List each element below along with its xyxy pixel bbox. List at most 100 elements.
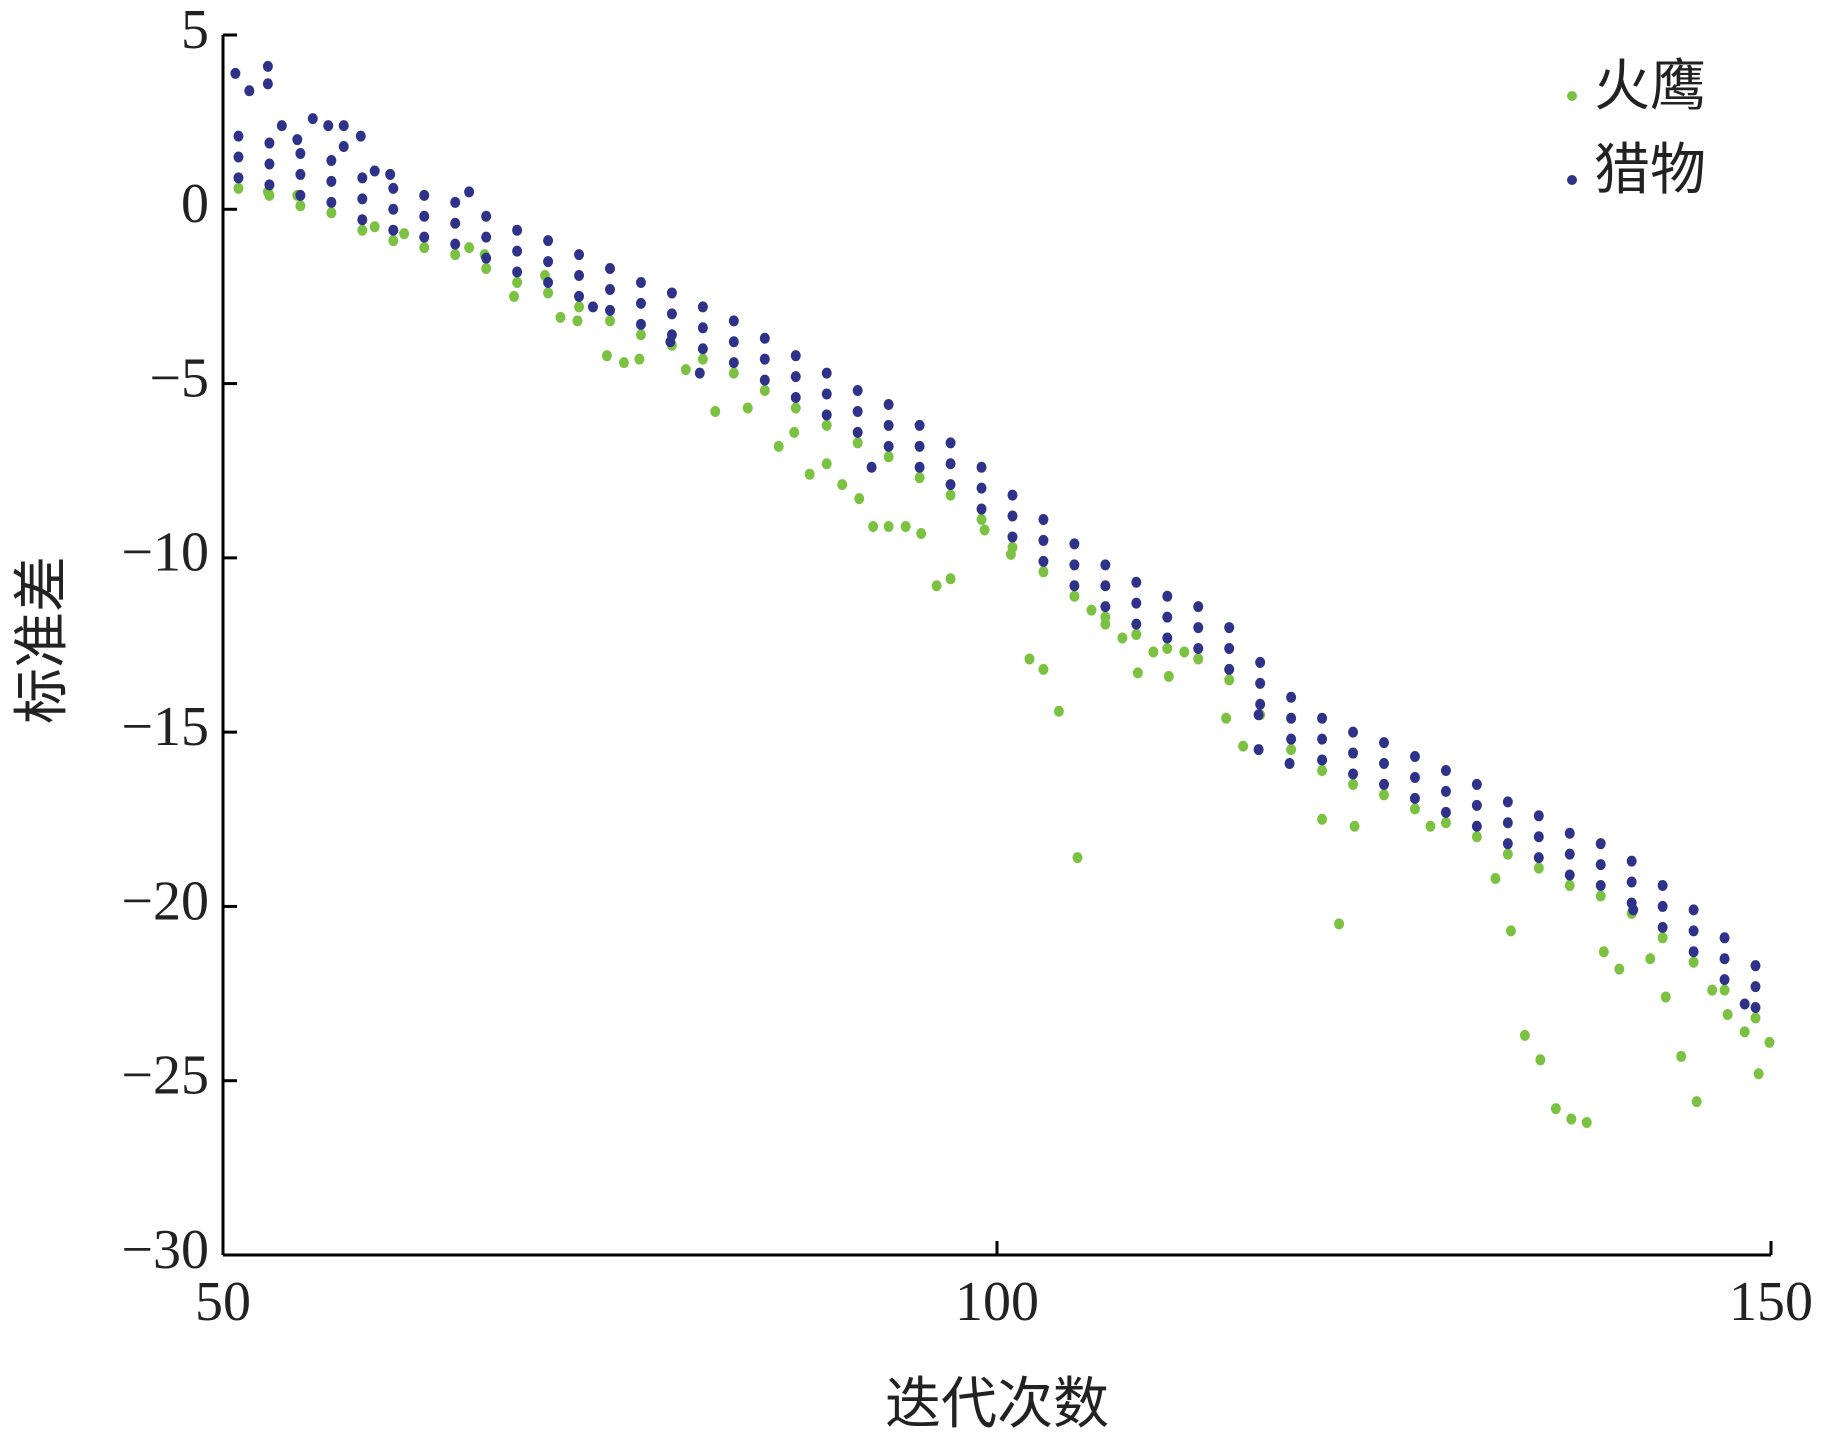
scatter-point	[262, 78, 273, 90]
scatter-point	[1502, 817, 1513, 829]
scatter-point	[1550, 1103, 1561, 1115]
scatter-point	[1564, 880, 1575, 892]
scatter-point	[1100, 580, 1111, 592]
scatter-point	[1719, 932, 1730, 944]
scatter-point	[326, 196, 337, 208]
scatter-point	[866, 461, 877, 473]
y-tick-label: −30	[121, 1219, 209, 1281]
scatter-point	[1224, 622, 1235, 634]
scatter-point	[481, 252, 492, 264]
scatter-point	[1255, 656, 1266, 668]
scatter-point	[1533, 852, 1544, 864]
scatter-point	[1595, 890, 1606, 902]
scatter-point	[914, 419, 925, 431]
scatter-point	[821, 419, 832, 431]
scatter-point	[512, 224, 523, 236]
scatter-point	[1038, 534, 1049, 546]
scatter-point	[276, 120, 287, 132]
scatter-point	[295, 200, 306, 212]
scatter-point	[1614, 963, 1625, 975]
scatter-point	[1564, 827, 1575, 839]
scatter-point	[1162, 632, 1173, 644]
x-tick-label: 100	[955, 1271, 1039, 1333]
scatter-point	[1069, 559, 1080, 571]
scatter-point	[1334, 918, 1345, 930]
scatter-point	[790, 371, 801, 383]
scatter-point	[1007, 489, 1018, 501]
scatter-point	[1471, 778, 1482, 790]
scatter-point	[1072, 852, 1083, 864]
scatter-point	[1317, 733, 1328, 745]
scatter-point	[728, 367, 739, 379]
scatter-point	[369, 165, 380, 177]
scatter-point	[1069, 580, 1080, 592]
scatter-point	[605, 315, 615, 327]
legend-marker	[1567, 91, 1577, 101]
scatter-point	[388, 235, 399, 247]
x-axis-title: 迭代次数	[885, 1374, 1109, 1436]
scatter-point	[635, 297, 646, 309]
y-tick-label: −5	[149, 347, 209, 409]
scatter-point	[574, 290, 585, 302]
scatter-point	[1286, 744, 1297, 756]
scatter-point	[1379, 778, 1389, 790]
scatter-point	[295, 189, 306, 201]
scatter-point	[326, 175, 337, 187]
scatter-point	[1348, 726, 1359, 738]
scatter-point	[1286, 691, 1297, 703]
scatter-point	[976, 482, 987, 494]
scatter-point	[1100, 618, 1111, 630]
scatter-point	[388, 224, 399, 236]
scatter-point	[1722, 1008, 1733, 1020]
scatter-point	[1379, 789, 1389, 801]
scatter-point	[1007, 531, 1018, 543]
scatter-point	[759, 353, 770, 365]
scatter-point	[1581, 1117, 1592, 1129]
scatter-point	[666, 287, 677, 299]
scatter-point	[1086, 604, 1097, 616]
scatter-point	[230, 67, 241, 79]
scatter-point	[1409, 803, 1420, 815]
scatter-point	[1007, 510, 1018, 522]
scatter-point	[1502, 848, 1513, 860]
scatter-point	[1657, 932, 1668, 944]
scatter-point	[635, 329, 646, 341]
scatter-point	[357, 172, 368, 184]
scatter-point	[1148, 646, 1159, 658]
scatter-point	[1409, 792, 1420, 804]
scatter-point	[868, 520, 879, 532]
scatter-point	[1750, 1012, 1761, 1024]
scatter-point	[388, 203, 399, 215]
scatter-point	[1719, 974, 1730, 986]
y-tick-label: −25	[121, 1045, 209, 1107]
scatter-point	[1719, 953, 1730, 965]
scatter-point	[790, 402, 801, 414]
scatter-point	[509, 290, 520, 302]
scatter-point	[450, 217, 461, 229]
scatter-point	[481, 210, 492, 222]
scatter-point	[1440, 785, 1451, 797]
scatter-point	[1533, 862, 1544, 874]
scatter-point	[1645, 953, 1656, 965]
scatter-point	[790, 392, 801, 404]
scatter-point	[773, 440, 784, 452]
scatter-point	[233, 182, 244, 194]
scatter-point	[574, 270, 585, 282]
scatter-point	[1317, 754, 1328, 766]
scatter-point	[264, 158, 275, 170]
scatter-point	[1764, 1036, 1775, 1048]
scatter-point	[618, 357, 629, 369]
scatter-point	[369, 221, 380, 233]
scatter-point	[1131, 618, 1142, 630]
scatter-point	[338, 141, 349, 153]
scatter-point	[945, 437, 956, 449]
scatter-point	[976, 503, 987, 515]
scatter-point	[1162, 642, 1173, 654]
scatter-point	[555, 311, 566, 323]
scatter-point	[790, 350, 801, 362]
y-axis-title: 标准差	[12, 556, 74, 724]
scatter-point	[759, 332, 770, 344]
scatter-point	[385, 168, 396, 180]
scatter-point	[244, 85, 255, 97]
scatter-point	[1221, 712, 1232, 724]
